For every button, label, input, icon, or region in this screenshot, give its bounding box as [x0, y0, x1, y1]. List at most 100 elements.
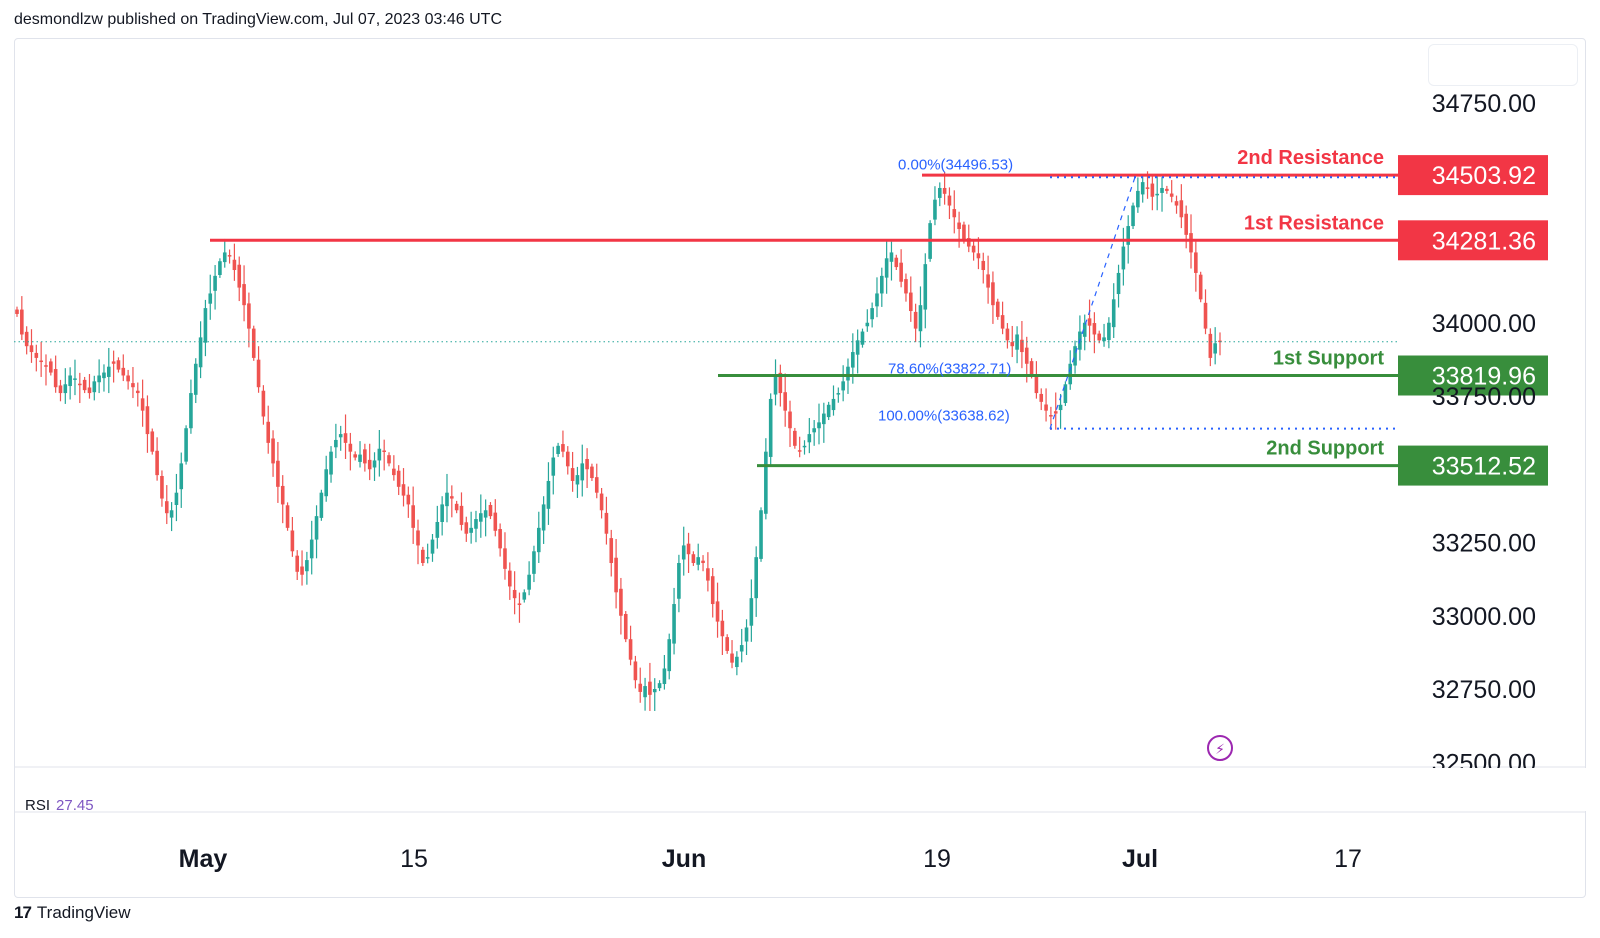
- candle-body: [218, 261, 222, 275]
- candle-body: [121, 367, 126, 376]
- candle-body: [102, 372, 106, 379]
- candle-body: [247, 303, 251, 329]
- candle-body: [20, 309, 24, 335]
- candle-body: [1179, 200, 1184, 218]
- candle-body: [261, 390, 266, 417]
- candle-body: [812, 428, 816, 433]
- candle-body: [329, 451, 333, 475]
- candle-body: [387, 455, 391, 464]
- candle-body: [686, 543, 691, 555]
- candle-body: [952, 209, 957, 218]
- candle-body: [899, 262, 903, 282]
- level-price-label: 33512.52: [1432, 453, 1536, 481]
- candle-body: [851, 352, 855, 368]
- candle-body: [1015, 334, 1019, 350]
- candle-body: [396, 470, 401, 487]
- candle-body: [904, 279, 908, 294]
- candle-body: [348, 443, 353, 452]
- candle-body: [585, 458, 589, 470]
- candle-body: [1010, 342, 1015, 347]
- fib-level-label: 78.60%(33822.71): [888, 361, 1011, 378]
- price-tick-label: 33000.00: [1432, 603, 1536, 631]
- candle-body: [623, 613, 628, 640]
- candle-body: [1155, 193, 1159, 196]
- candle-body: [503, 548, 507, 569]
- candle-body: [416, 530, 420, 546]
- footer-brand[interactable]: 17 TradingView: [14, 903, 130, 923]
- candle-body: [507, 570, 512, 587]
- candle-body: [319, 492, 324, 518]
- candle-body: [971, 245, 976, 253]
- candle-body: [991, 282, 995, 306]
- candle-body: [590, 466, 594, 479]
- candle-body: [483, 510, 488, 518]
- candle-body: [68, 375, 72, 387]
- candle-body: [1082, 322, 1087, 337]
- candle-body: [628, 639, 633, 660]
- candle-body: [976, 253, 981, 259]
- chart-extras: 0.00%(34496.53) 78.60%(33822.71) 100.00%(3…: [878, 156, 1398, 761]
- candle-body: [421, 549, 425, 564]
- candle-body: [367, 459, 372, 470]
- price-tick-label: 34000.00: [1432, 310, 1536, 338]
- candle-body: [44, 365, 48, 367]
- candle-body: [276, 460, 280, 487]
- candle-body: [937, 187, 942, 198]
- candle-body: [1140, 182, 1145, 195]
- candle-body: [715, 601, 720, 622]
- candle-body: [208, 293, 213, 304]
- candle-body: [377, 448, 382, 461]
- chart-frame: [14, 38, 1586, 898]
- candle-body: [454, 503, 459, 511]
- candle-body: [358, 454, 362, 462]
- candle-body: [1092, 323, 1097, 335]
- candle-body: [251, 328, 256, 358]
- candle-body: [474, 519, 478, 529]
- candle-body: [778, 372, 783, 394]
- candle-body: [1198, 274, 1203, 300]
- candle-body: [401, 484, 406, 496]
- level-label: 2nd Support: [1266, 438, 1384, 460]
- candle-body: [512, 589, 517, 599]
- candle-body: [488, 504, 493, 517]
- candle-body: [1039, 393, 1044, 402]
- candle-body: [24, 331, 29, 347]
- candle-body: [536, 527, 541, 553]
- candle-body: [1073, 346, 1077, 366]
- candle-body: [29, 345, 34, 353]
- candle-body: [725, 637, 730, 651]
- candle-body: [1126, 226, 1131, 245]
- price-tick-label: 34750.00: [1432, 90, 1536, 118]
- candle-body: [266, 421, 271, 443]
- candle-body: [203, 308, 208, 343]
- candle-body: [933, 199, 937, 220]
- axis-clip: [1400, 768, 1586, 811]
- time-tick-label: 19: [923, 845, 951, 873]
- candle-body: [39, 360, 43, 363]
- candle-body: [300, 566, 304, 575]
- candle-body: [870, 308, 874, 320]
- level-price-label: 34503.92: [1432, 162, 1536, 190]
- time-tick-label: 17: [1334, 845, 1362, 873]
- candle-body: [285, 505, 290, 528]
- candle-body: [1150, 183, 1155, 197]
- fib-level-label: 100.00%(33638.62): [878, 408, 1010, 425]
- candle-body: [744, 627, 749, 642]
- candle-body: [677, 563, 681, 599]
- candle-body: [942, 187, 947, 194]
- rsi-indicator[interactable]: RSI 27.45: [25, 797, 94, 814]
- chart-grid: [14, 766, 1586, 813]
- candle-body: [256, 359, 261, 388]
- candle-body: [232, 259, 237, 271]
- rsi-value: 27.45: [56, 797, 94, 814]
- candle-body: [135, 390, 140, 394]
- candle-body: [541, 504, 546, 531]
- candle-body: [1136, 190, 1140, 208]
- chart-scroll-control[interactable]: [1428, 44, 1578, 86]
- candle-body: [894, 257, 899, 268]
- candle-body: [754, 557, 758, 599]
- candle-body: [643, 686, 647, 698]
- candle-body: [1097, 333, 1102, 341]
- candle-body: [237, 264, 242, 288]
